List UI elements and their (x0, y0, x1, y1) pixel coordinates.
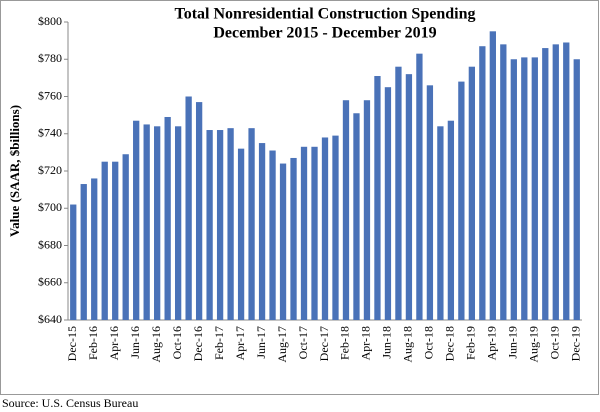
bar (542, 48, 549, 320)
y-tick-label: $680 (38, 237, 62, 251)
bar (101, 161, 108, 320)
x-tick-label: Dec-17 (317, 326, 331, 361)
bar (70, 204, 77, 320)
bar (531, 57, 538, 320)
bar (405, 74, 413, 321)
bar (353, 113, 360, 320)
bar (174, 126, 182, 320)
bar (112, 161, 119, 320)
bar (321, 137, 329, 320)
bar (479, 46, 486, 321)
x-tick-label: Apr-17 (233, 326, 247, 360)
bar (143, 124, 150, 320)
bar (500, 44, 507, 320)
bar (437, 126, 444, 320)
bar (426, 85, 434, 320)
x-tick-label: Feb-19 (464, 326, 478, 360)
bar (258, 143, 266, 320)
x-tick-label: Jun-17 (254, 326, 268, 359)
x-tick-label: Aug-18 (401, 326, 415, 363)
x-tick-label: Jun-18 (380, 326, 394, 359)
bar (311, 146, 318, 320)
y-tick-label: $700 (38, 200, 62, 214)
y-tick-label: $800 (38, 14, 62, 28)
x-tick-label: Aug-16 (149, 326, 163, 363)
bar (384, 87, 392, 320)
bar (332, 135, 339, 320)
bar (552, 44, 559, 320)
bar (206, 130, 213, 320)
bar (237, 148, 245, 320)
x-tick-label: Feb-18 (338, 326, 352, 360)
bar (227, 128, 234, 320)
bar (154, 126, 161, 320)
x-tick-label: Oct-18 (422, 326, 436, 359)
x-tick-label: Oct-17 (296, 326, 310, 359)
x-tick-label: Oct-19 (548, 326, 562, 359)
x-tick-label: Dec-16 (191, 326, 205, 361)
bar (195, 102, 203, 321)
y-tick-label: $640 (38, 312, 62, 326)
x-tick-label: Oct-16 (170, 326, 184, 359)
bar (447, 120, 455, 321)
y-tick-label: $780 (38, 51, 62, 65)
bar (458, 81, 465, 320)
y-tick-label: $760 (38, 88, 62, 102)
bar (374, 76, 381, 320)
bar (573, 59, 580, 320)
x-tick-label: Apr-19 (485, 326, 499, 360)
x-tick-label: Feb-16 (86, 326, 100, 360)
x-tick-label: Apr-16 (107, 326, 121, 360)
source-note: Source: U.S. Census Bureau (2, 396, 138, 410)
x-tick-label: Aug-19 (527, 326, 541, 363)
bar (279, 163, 287, 320)
x-tick-label: Dec-19 (569, 326, 583, 361)
bar (122, 154, 129, 320)
bar (80, 184, 87, 320)
y-tick-label: $660 (38, 275, 62, 289)
chart-frame (0, 0, 599, 395)
bar (363, 100, 371, 320)
bar (185, 96, 192, 320)
bar (521, 57, 528, 320)
bar (248, 128, 255, 320)
y-tick-label: $740 (38, 126, 62, 140)
bar (489, 31, 496, 320)
chart-title: Total Nonresidential Construction Spendi… (175, 6, 476, 23)
x-tick-label: Dec-15 (65, 326, 79, 361)
bar (300, 146, 308, 320)
bar (91, 178, 98, 320)
x-tick-label: Aug-17 (275, 326, 289, 363)
bar (416, 53, 423, 320)
bar (563, 42, 570, 321)
y-tick-label: $720 (38, 163, 62, 177)
x-tick-label: Apr-18 (359, 326, 373, 360)
bar (216, 130, 224, 320)
bar (269, 150, 276, 320)
bar (395, 66, 402, 320)
bar (290, 157, 297, 320)
bar (510, 59, 517, 320)
x-tick-label: Jun-16 (128, 326, 142, 359)
bar (133, 120, 140, 321)
x-tick-label: Feb-17 (212, 326, 226, 360)
bar (164, 116, 171, 320)
x-tick-label: Dec-18 (443, 326, 457, 361)
x-tick-label: Jun-19 (506, 326, 520, 359)
chart-subtitle: December 2015 - December 2019 (213, 25, 436, 42)
bar (468, 66, 476, 320)
y-axis-title: Value (SAAR, $billions) (7, 105, 22, 237)
bar (342, 100, 350, 320)
